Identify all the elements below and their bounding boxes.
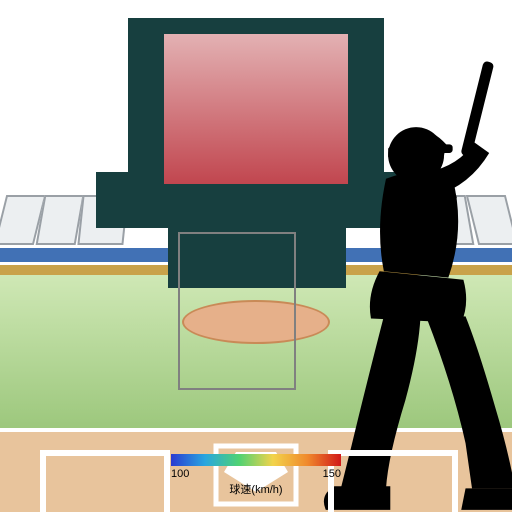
speed-legend-label: 球速(km/h) [166, 481, 346, 497]
legend-tick-min: 100 [171, 468, 189, 480]
speed-legend-ticks: 100 150 [171, 468, 341, 480]
batter-box-right [328, 450, 458, 520]
legend-tick-max: 150 [323, 468, 341, 480]
pitch-location-chart: 100 150 球速(km/h) [0, 0, 512, 512]
speed-legend-gradient [171, 454, 341, 466]
batter-box-left [40, 450, 170, 520]
speed-legend: 100 150 球速(km/h) [166, 454, 346, 497]
strike-zone [178, 232, 296, 390]
batter-silhouette [300, 58, 512, 512]
